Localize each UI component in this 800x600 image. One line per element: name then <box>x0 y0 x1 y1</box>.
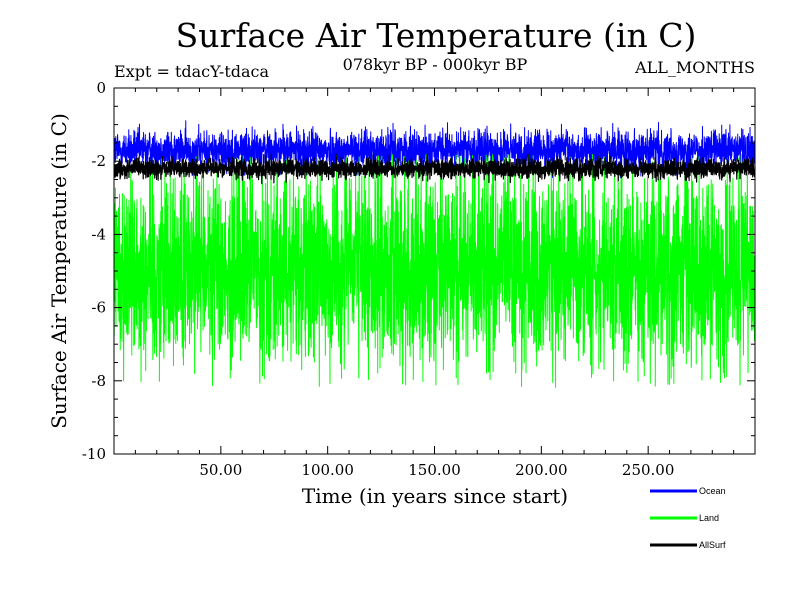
series-line-ocean <box>114 120 755 179</box>
x-tick-label: 150.00 <box>408 461 461 479</box>
x-tick-label: 100.00 <box>301 461 354 479</box>
months-label: ALL_MONTHS <box>634 58 755 77</box>
y-tick-label: -4 <box>91 225 106 243</box>
series-line-land <box>114 153 755 388</box>
series-line-allsurf <box>114 153 755 185</box>
legend-label-allsurf: AllSurf <box>699 540 726 550</box>
y-tick-label: -10 <box>82 445 106 463</box>
y-tick-label: -6 <box>91 299 106 317</box>
x-tick-label: 250.00 <box>622 461 675 479</box>
y-tick-label: -8 <box>91 372 106 390</box>
legend-label-land: Land <box>699 513 719 523</box>
ticks-layer: 50.00 100.00 150.00 200.00 250.00 0 -2 -4 -6 -8 -1… <box>82 79 755 479</box>
expt-label: Expt = tdacY-tdaca <box>114 62 270 81</box>
y-tick-label: 0 <box>96 79 106 97</box>
chart-title: Surface Air Temperature (in C) <box>176 16 697 55</box>
x-tick-label: 200.00 <box>515 461 568 479</box>
y-tick-label: -2 <box>91 152 106 170</box>
series-layer <box>114 120 755 388</box>
legend: Ocean Land AllSurf <box>650 486 726 550</box>
legend-label-ocean: Ocean <box>699 486 726 496</box>
x-axis-label: Time (in years since start) <box>302 484 568 508</box>
chart-subtitle: 078kyr BP - 000kyr BP <box>343 55 528 74</box>
y-axis-label: Surface Air Temperature (in C) <box>47 113 71 429</box>
x-tick-label: 50.00 <box>199 461 242 479</box>
